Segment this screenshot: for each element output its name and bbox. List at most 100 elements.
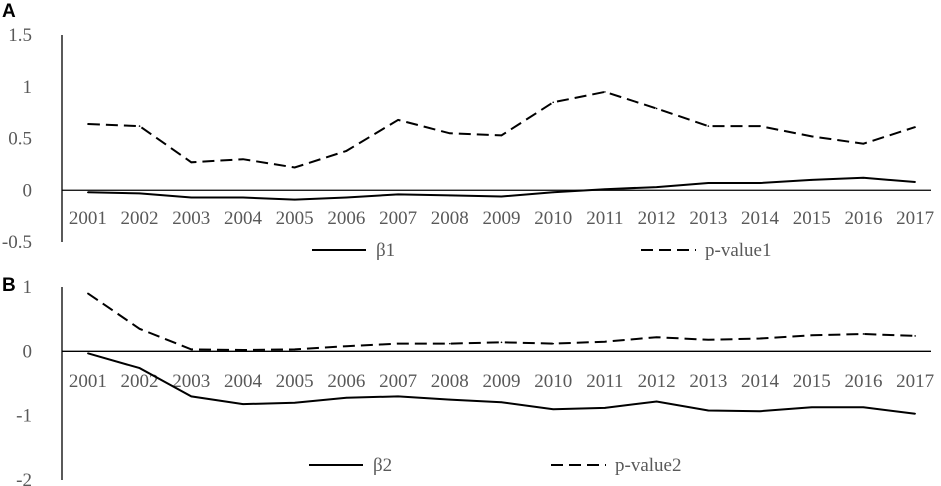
data-point — [500, 134, 503, 137]
data-point — [345, 196, 348, 199]
data-point — [293, 348, 296, 351]
data-point — [707, 338, 710, 341]
data-point — [242, 349, 244, 351]
x-tick-label: 2009 — [483, 208, 521, 229]
y-tick-label: 1 — [23, 77, 33, 98]
data-point — [345, 396, 348, 399]
x-tick-label: 2005 — [276, 371, 314, 392]
data-point — [138, 192, 141, 195]
data-point — [138, 367, 141, 369]
panel-label: B — [2, 275, 16, 296]
data-point — [242, 403, 244, 405]
data-point — [293, 402, 296, 404]
data-point — [914, 181, 916, 183]
x-tick-label: 2011 — [586, 371, 623, 392]
x-tick-label: 2008 — [431, 371, 469, 392]
x-tick-label: 2008 — [431, 208, 469, 229]
data-point — [87, 123, 89, 125]
data-point — [552, 408, 555, 411]
data-point — [810, 135, 813, 138]
x-tick-label: 2001 — [69, 208, 107, 229]
y-tick-label: -2 — [16, 470, 32, 486]
data-point — [604, 340, 606, 343]
data-point — [862, 333, 865, 335]
data-point — [604, 407, 606, 409]
legend-label: p-value2 — [615, 455, 681, 476]
data-point — [293, 198, 296, 201]
x-tick-label: 2004 — [224, 371, 263, 392]
series-line-2 — [87, 90, 916, 169]
data-point — [655, 186, 658, 188]
data-point — [655, 336, 658, 338]
data-point — [87, 292, 89, 295]
x-tick-label: 2017 — [896, 208, 934, 229]
x-tick-label: 2015 — [793, 208, 831, 229]
data-point — [810, 406, 813, 409]
x-tick-label: 2007 — [379, 371, 417, 392]
data-point — [500, 341, 503, 344]
data-point — [604, 188, 606, 191]
data-point — [707, 125, 710, 127]
x-tick-label: 2002 — [121, 371, 159, 392]
data-point — [707, 409, 710, 412]
panel-b: B 1 0 -1 -2 2001 2002 2003 2004 2005 2006 2007 2008 2… — [2, 275, 934, 486]
data-point — [448, 132, 451, 135]
data-point — [914, 335, 916, 337]
x-tick-label: 2006 — [327, 208, 365, 229]
data-point — [190, 395, 193, 398]
data-point — [293, 166, 296, 169]
data-point — [759, 125, 761, 127]
data-point — [810, 179, 813, 181]
data-point — [707, 182, 710, 184]
data-point — [190, 161, 193, 164]
data-point — [345, 150, 348, 152]
data-point — [448, 398, 451, 401]
x-tick-label: 2015 — [793, 371, 831, 392]
x-tick-label: 2006 — [327, 371, 365, 392]
data-point — [242, 196, 244, 199]
x-tick-label: 2005 — [276, 208, 314, 229]
data-point — [500, 195, 503, 198]
x-tick-label: 2016 — [844, 208, 882, 229]
legend-label: β2 — [373, 455, 392, 476]
x-tick-label: 2011 — [586, 208, 623, 229]
data-point — [655, 107, 658, 110]
data-point — [552, 101, 555, 104]
y-tick-label: 0 — [23, 341, 33, 362]
data-point — [190, 348, 193, 351]
y-tick-label: -0.5 — [2, 232, 32, 253]
data-point — [552, 191, 555, 194]
data-point — [448, 194, 451, 197]
data-point — [448, 342, 451, 345]
data-point — [242, 158, 244, 160]
data-point — [862, 177, 865, 179]
y-tick-label: -1 — [16, 406, 32, 427]
series-line-2 — [87, 292, 916, 352]
data-point — [914, 126, 916, 128]
x-tick-label: 2009 — [483, 371, 521, 392]
data-point — [500, 401, 503, 403]
data-point — [914, 412, 916, 415]
data-point — [604, 91, 606, 93]
data-point — [138, 328, 141, 330]
x-tick-label: 2014 — [741, 371, 780, 392]
panel-a: A 1.5 1 0.5 0 -0.5 2001 2002 2003 2004 2005 2006 200… — [2, 1, 934, 261]
x-tick-label: 2013 — [689, 371, 727, 392]
data-point — [552, 342, 555, 345]
data-point — [138, 125, 141, 127]
data-point — [397, 395, 399, 398]
x-tick-label: 2001 — [69, 371, 107, 392]
data-point — [87, 352, 89, 355]
data-point — [397, 119, 399, 121]
data-point — [190, 196, 193, 199]
data-point — [655, 400, 658, 403]
x-tick-label: 2004 — [224, 208, 263, 229]
data-point — [397, 193, 399, 196]
x-tick-label: 2016 — [844, 371, 882, 392]
y-tick-label: 0.5 — [8, 129, 32, 150]
legend-label: p-value1 — [705, 240, 771, 261]
x-tick-label: 2003 — [172, 208, 210, 229]
x-tick-label: 2012 — [638, 208, 676, 229]
y-tick-label: 0 — [23, 180, 33, 201]
